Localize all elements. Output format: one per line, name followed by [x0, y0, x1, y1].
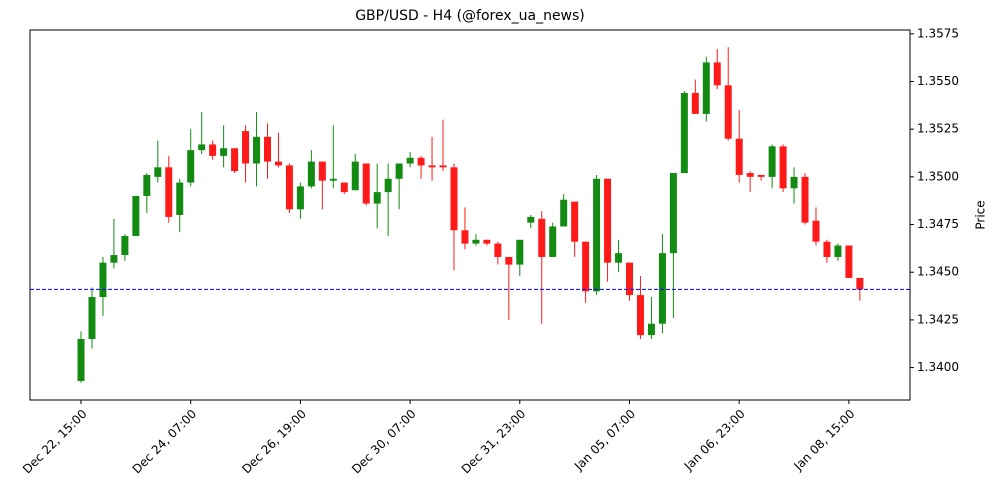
candle-body	[593, 178, 601, 292]
candle-body	[263, 136, 271, 162]
y-tick-label: 1.3425	[917, 312, 959, 326]
candle-body	[165, 167, 173, 217]
candle-body	[757, 174, 765, 177]
candle-body	[176, 182, 184, 215]
candle-body	[604, 178, 612, 263]
candle-body	[450, 167, 458, 231]
candle-body	[527, 216, 535, 223]
candle-body	[505, 256, 513, 265]
candle-body	[307, 161, 315, 187]
candle-body	[483, 239, 491, 244]
y-tick-label: 1.3575	[917, 26, 959, 40]
candle-body	[253, 136, 261, 164]
candle-body	[296, 186, 304, 210]
candle-body	[834, 245, 842, 257]
candle-body	[680, 92, 688, 174]
candle-body	[845, 245, 853, 278]
candle-body	[154, 167, 162, 177]
candle-body	[417, 157, 425, 166]
candle-body	[812, 220, 820, 242]
candle-body	[77, 338, 85, 381]
candle-body	[735, 138, 743, 175]
candle-body	[615, 253, 623, 263]
candle-body	[472, 239, 480, 244]
candle-body	[582, 241, 590, 292]
candle-body	[713, 62, 721, 86]
y-tick-label: 1.3500	[917, 169, 959, 183]
candle-body	[801, 176, 809, 223]
candle-body	[494, 243, 502, 257]
candle-body	[209, 144, 217, 156]
candle-body	[560, 199, 568, 227]
candle-body	[724, 85, 732, 139]
y-tick-label: 1.3525	[917, 122, 959, 136]
candle-body	[384, 178, 392, 193]
chart-title: GBP/USD - H4 (@forex_ua_news)	[355, 8, 585, 24]
y-tick-label: 1.3550	[917, 74, 959, 88]
candle-body	[351, 161, 359, 191]
candle-body	[428, 165, 436, 168]
candle-body	[285, 165, 293, 210]
candle-body	[669, 173, 677, 254]
candle-body	[691, 92, 699, 114]
y-tick-label: 1.3400	[917, 360, 959, 374]
candle-body	[395, 163, 403, 179]
candle-body	[340, 182, 348, 193]
candle-body	[99, 262, 107, 298]
candle-body	[132, 195, 140, 236]
candle-body	[823, 241, 831, 257]
candle-body	[746, 173, 754, 177]
candle-body	[274, 161, 282, 166]
candle-body	[461, 230, 469, 244]
candle-body	[549, 226, 557, 257]
candle-body	[658, 253, 666, 324]
candle-body	[143, 174, 151, 196]
plot-frame	[29, 29, 911, 401]
candle-body	[242, 131, 250, 164]
candle-body	[110, 255, 118, 263]
candle-body	[779, 146, 787, 189]
candle-body	[198, 144, 206, 151]
candle-body	[768, 146, 776, 177]
candle-body	[538, 218, 546, 257]
candle-body	[790, 176, 798, 189]
y-tick-label: 1.3450	[917, 265, 959, 279]
candle-body	[373, 192, 381, 204]
candle-body	[439, 165, 447, 168]
candle-body	[121, 235, 129, 256]
candle-body	[571, 201, 579, 242]
candle-body	[406, 157, 414, 164]
candle-body	[318, 161, 326, 181]
candle-body	[636, 295, 644, 336]
candle-body	[231, 148, 239, 172]
candle-body	[220, 148, 228, 156]
y-tick-label: 1.3475	[917, 217, 959, 231]
candle-body	[187, 150, 195, 183]
candle-body	[362, 163, 370, 204]
candle-body	[88, 297, 96, 339]
candle-body	[856, 277, 864, 290]
y-axis-label: Price	[974, 200, 988, 229]
candle-body	[626, 262, 634, 296]
candle-body	[647, 323, 655, 336]
candle-body	[702, 62, 710, 114]
candle-body	[516, 239, 524, 265]
candle-body	[329, 178, 337, 181]
